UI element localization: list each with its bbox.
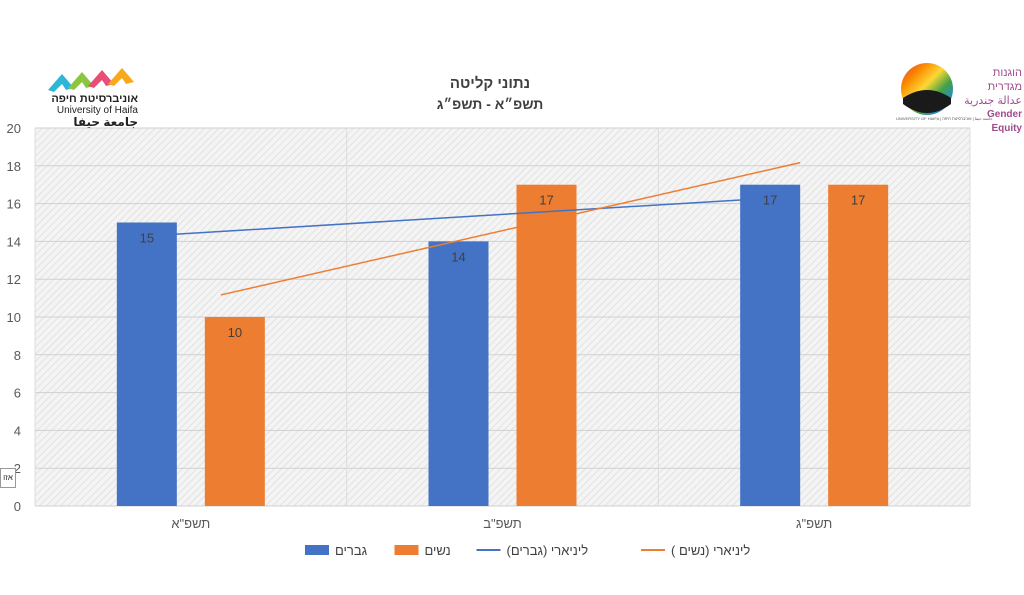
x-tick-label: תשפ"א: [171, 516, 210, 531]
university-logo-text: אוניברסיטת חיפה University of Haifa جامع…: [46, 93, 138, 129]
trendlines: [160, 161, 801, 296]
bar: [740, 184, 801, 506]
legend-label: ליניארי (נשים ): [671, 543, 750, 558]
legend-label: גברים: [335, 543, 368, 558]
y-tick-label: 18: [7, 159, 21, 174]
data-label: 17: [539, 193, 553, 208]
gender-equity-logo: [901, 63, 953, 115]
y-tick-label: 14: [7, 234, 21, 249]
trendline: [160, 196, 785, 236]
gender-equity-arabic: عدالة جندرية: [964, 95, 1022, 107]
bars: [116, 184, 889, 506]
x-tick-label: תשפ"ג: [796, 516, 832, 531]
gridlines: [34, 127, 971, 507]
university-name-english: University of Haifa: [56, 105, 138, 116]
y-axis-ticks: 0 2 4 6 8 10 12 14 16 18 20: [7, 121, 21, 514]
trendline: [220, 161, 801, 296]
legend-label: נשים: [425, 543, 451, 558]
legend-swatch: [394, 545, 419, 555]
data-label: 14: [451, 249, 465, 264]
y-tick-label: 10: [7, 310, 21, 325]
university-name-hebrew: אוניברסיטת חיפה: [51, 93, 138, 105]
gender-equity-english: Gender Equity: [986, 109, 1022, 134]
data-label: 17: [851, 193, 865, 208]
y-tick-label: 8: [14, 348, 21, 363]
y-tick-label: 6: [14, 386, 21, 401]
gender-equity-hebrew: הוגנות מגדרית: [987, 67, 1022, 93]
bar: [116, 222, 177, 506]
y-tick-label: 0: [14, 499, 21, 514]
legend-label: ליניארי (גברים): [507, 543, 589, 558]
gender-equity-caption: UNIVERSITY OF HAIFA | جامعة حيفا | אוניב…: [896, 116, 993, 121]
bar: [516, 184, 577, 506]
legend-swatch: [305, 545, 329, 555]
bar: [828, 184, 889, 506]
y-tick-label: 16: [7, 197, 21, 212]
data-label: 17: [763, 193, 777, 208]
x-tick-label: תשפ"ב: [483, 516, 522, 531]
bar: [428, 241, 489, 506]
legend: גברים נשים ליניארי (גברים) ליניארי (נשים ): [305, 543, 750, 558]
side-tag: אזו: [0, 468, 16, 488]
university-name-arabic: جامعة حيفا: [73, 115, 138, 129]
x-axis-ticks: תשפ"א תשפ"ב תשפ"ג: [171, 516, 832, 531]
y-tick-label: 2: [14, 461, 21, 476]
y-tick-label: 4: [14, 423, 21, 438]
data-label: 10: [228, 325, 242, 340]
bar: [204, 317, 265, 506]
data-labels: 15 14 17 10 17 17: [140, 193, 866, 340]
chart-subtitle: תשפ״א - תשפ״ג: [436, 96, 544, 112]
data-label: 15: [140, 231, 154, 246]
y-tick-label: 12: [7, 272, 21, 287]
chart-title: נתוני קליטה: [449, 75, 531, 92]
university-of-haifa-logo: [48, 68, 134, 92]
gender-equity-text: הוגנות מגדרית عدالة جندرية Gender Equity: [960, 66, 1022, 136]
y-tick-label: 20: [7, 121, 21, 136]
chart-title-block: נתוני קליטה תשפ״א - תשפ״ג: [360, 74, 620, 114]
